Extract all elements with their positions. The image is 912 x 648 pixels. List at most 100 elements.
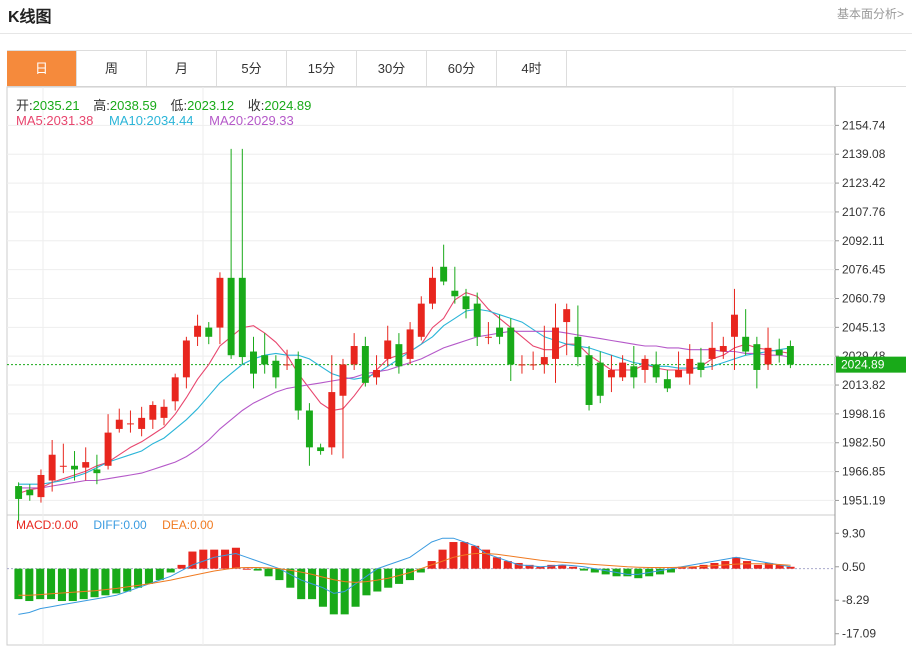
macd-bar	[297, 568, 306, 600]
candle-body	[194, 325, 202, 337]
candle	[82, 447, 90, 481]
candle	[261, 333, 269, 374]
macd-bar	[264, 568, 273, 577]
tab-month[interactable]: 月	[147, 51, 217, 86]
page-title: K线图	[8, 9, 52, 26]
macd-bar	[590, 568, 599, 573]
candle-body	[686, 358, 694, 374]
macd-bar	[144, 568, 153, 584]
macd-bar	[188, 551, 197, 569]
tab-week[interactable]: 周	[77, 51, 147, 86]
dea-value: 0.00	[190, 518, 214, 532]
candle	[775, 338, 783, 363]
price-tick-label: 2123.42	[842, 176, 886, 190]
last-price-label: 2024.89	[841, 358, 885, 372]
candle	[686, 344, 694, 385]
macd-bar	[786, 566, 795, 569]
candle-body	[484, 336, 492, 338]
low-value: 2023.12	[187, 98, 235, 113]
candle	[328, 355, 336, 455]
candle-body	[596, 362, 604, 396]
ma5-label: MA5:	[16, 113, 47, 128]
candle-body	[182, 340, 190, 378]
candle	[742, 309, 750, 356]
macd-bar	[101, 568, 110, 596]
candle	[563, 303, 571, 356]
candle-body	[171, 377, 179, 402]
candle	[428, 266, 436, 310]
diff-value: 0.00	[123, 518, 147, 532]
macd-bar	[753, 564, 762, 569]
macd-bar	[503, 561, 512, 569]
candle-body	[93, 469, 101, 474]
candle	[675, 351, 683, 378]
candle	[182, 336, 190, 389]
tab-5min[interactable]: 5分	[217, 51, 287, 86]
price-tick-label: 1951.19	[842, 493, 886, 507]
candle	[552, 303, 559, 383]
candle-body	[708, 347, 716, 359]
macd-bar	[47, 568, 56, 600]
candle	[529, 351, 537, 370]
candle-body	[507, 327, 515, 365]
tab-15min[interactable]: 15分	[287, 51, 357, 86]
candle	[496, 314, 504, 345]
tab-60min[interactable]: 60分	[427, 51, 497, 86]
candle	[160, 399, 168, 426]
candle	[216, 272, 224, 345]
high-value: 2038.59	[109, 98, 157, 113]
fundamental-analysis-link[interactable]: 基本面分析>	[836, 7, 904, 21]
ohlc-readout: 开:2035.21 高:2038.59 低:2023.12 收:2024.89	[16, 95, 311, 114]
candle	[753, 336, 761, 389]
macd-bar	[656, 568, 665, 575]
macd-bar	[743, 561, 752, 569]
candle-body	[607, 369, 615, 378]
macd-bar	[57, 568, 66, 602]
candle-body	[428, 277, 436, 304]
candle-body	[373, 369, 381, 378]
macd-bar	[90, 568, 99, 598]
candle	[540, 325, 548, 374]
candle-body	[138, 417, 146, 429]
candle	[451, 266, 459, 304]
candle-body	[742, 336, 750, 352]
candle-body	[451, 290, 459, 297]
ma5-value: 2031.38	[46, 113, 94, 128]
candle-body	[71, 465, 78, 470]
candle	[339, 358, 347, 459]
macd-bar	[732, 557, 741, 569]
candle-body	[552, 327, 559, 359]
macd-bar	[68, 568, 77, 602]
candles	[15, 148, 794, 522]
macd-bar	[275, 568, 284, 581]
candle-body	[786, 346, 794, 365]
macd-bar	[623, 568, 632, 577]
candle	[462, 288, 470, 319]
candle	[272, 355, 280, 389]
macd-bar	[688, 566, 697, 569]
candle	[104, 414, 112, 470]
candle	[283, 349, 291, 370]
candle	[731, 288, 738, 370]
macd-bar	[395, 568, 404, 584]
candle-body	[59, 465, 67, 467]
header-divider	[0, 33, 912, 34]
candle-body	[37, 474, 45, 498]
candle	[294, 351, 302, 420]
tab-day[interactable]: 日	[7, 51, 77, 86]
price-tick-label: 2139.08	[842, 147, 886, 161]
macd-bar	[677, 566, 686, 569]
tab-4hour[interactable]: 4时	[497, 51, 567, 86]
ma10-line	[18, 308, 791, 485]
tab-30min[interactable]: 30分	[357, 51, 427, 86]
candle-body	[216, 277, 224, 328]
candle-body	[462, 296, 470, 310]
candle-body	[272, 360, 280, 378]
candle-body	[406, 329, 414, 359]
candle-body	[305, 410, 313, 448]
ma20-line	[18, 330, 791, 489]
macd-panel	[7, 537, 835, 615]
macd-bar	[416, 568, 425, 573]
